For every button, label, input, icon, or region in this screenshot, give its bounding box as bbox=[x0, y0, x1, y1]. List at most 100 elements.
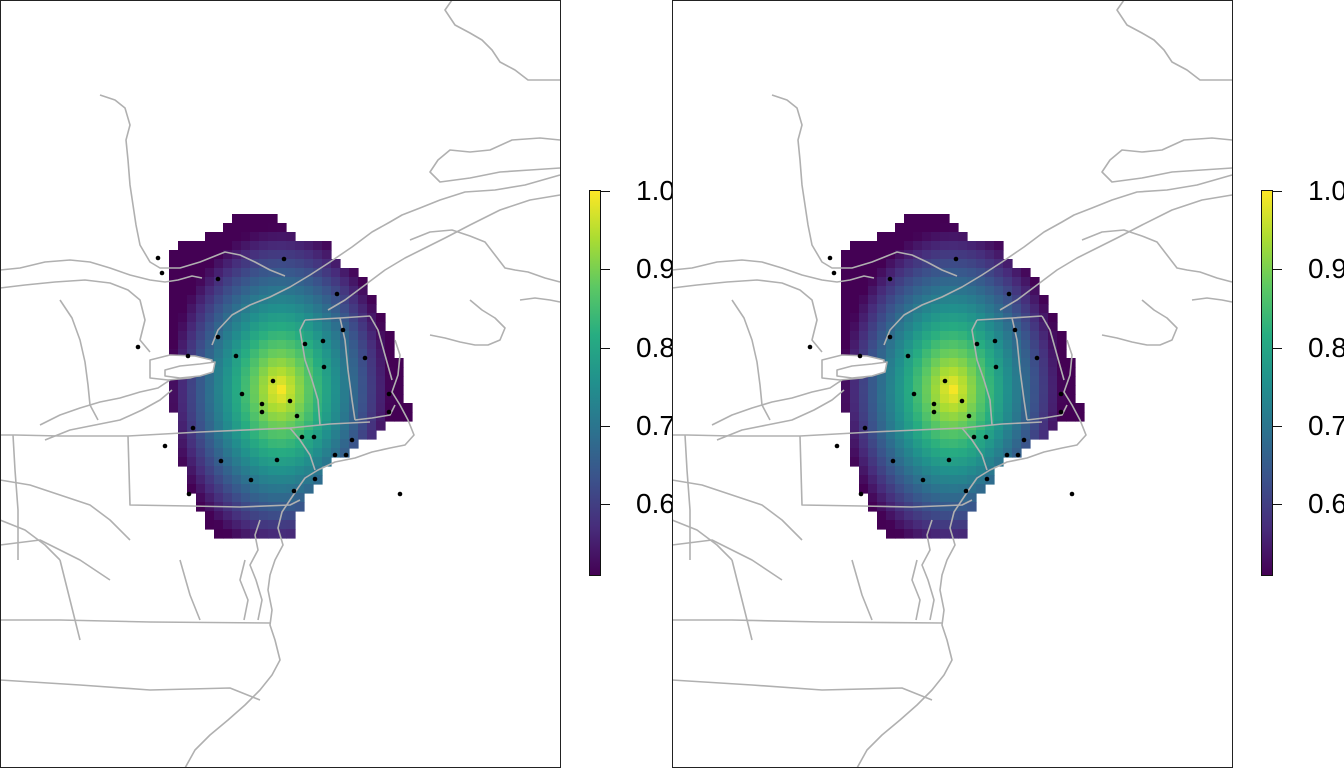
prediction-cell bbox=[286, 259, 296, 269]
prediction-cell bbox=[340, 394, 350, 404]
prediction-cell bbox=[232, 268, 242, 278]
prediction-cell bbox=[214, 349, 224, 359]
prediction-cell bbox=[178, 412, 188, 422]
prediction-cell bbox=[859, 439, 869, 449]
prediction-cell bbox=[949, 493, 959, 503]
prediction-cell bbox=[295, 340, 305, 350]
prediction-cell bbox=[223, 277, 233, 287]
prediction-cell bbox=[268, 214, 278, 224]
colorbar-legend-right: 1.0 0.9 0.8 0.7 0.6 bbox=[1261, 177, 1344, 580]
prediction-cell bbox=[187, 268, 197, 278]
prediction-cell bbox=[886, 412, 896, 422]
prediction-cell bbox=[1003, 277, 1013, 287]
prediction-cell bbox=[241, 493, 251, 503]
prediction-cell bbox=[940, 304, 950, 314]
prediction-cell bbox=[214, 322, 224, 332]
prediction-cell bbox=[232, 421, 242, 431]
site-point bbox=[1058, 391, 1064, 397]
prediction-cell bbox=[877, 232, 887, 242]
prediction-cell bbox=[178, 313, 188, 323]
prediction-cell bbox=[1030, 313, 1040, 323]
prediction-cell bbox=[250, 403, 260, 413]
prediction-cell bbox=[268, 304, 278, 314]
prediction-cell bbox=[259, 313, 269, 323]
prediction-cell bbox=[277, 448, 287, 458]
prediction-cell bbox=[994, 268, 1004, 278]
prediction-cell bbox=[1012, 268, 1022, 278]
prediction-cell bbox=[286, 295, 296, 305]
prediction-cell bbox=[931, 232, 941, 242]
prediction-cell bbox=[976, 466, 986, 476]
prediction-cell bbox=[1012, 448, 1022, 458]
prediction-cell bbox=[904, 466, 914, 476]
prediction-cell bbox=[967, 250, 977, 260]
prediction-cell bbox=[931, 493, 941, 503]
prediction-cell bbox=[169, 295, 179, 305]
prediction-cell bbox=[976, 295, 986, 305]
colorbar-tick-label: 0.6 bbox=[636, 488, 675, 520]
prediction-cell bbox=[259, 241, 269, 251]
prediction-cell bbox=[940, 529, 950, 539]
site-point bbox=[340, 327, 346, 333]
prediction-cell bbox=[886, 529, 896, 539]
boundary-maritimes bbox=[409, 229, 561, 346]
prediction-cell bbox=[367, 304, 377, 314]
boundary-stateBoundaries bbox=[672, 315, 1068, 701]
prediction-cell bbox=[940, 412, 950, 422]
prediction-cell bbox=[241, 295, 251, 305]
prediction-cell bbox=[1048, 367, 1058, 377]
prediction-cell bbox=[241, 340, 251, 350]
prediction-cell bbox=[358, 412, 368, 422]
prediction-cell bbox=[358, 340, 368, 350]
prediction-cell bbox=[277, 475, 287, 485]
prediction-cell bbox=[277, 439, 287, 449]
prediction-cell bbox=[277, 403, 287, 413]
prediction-cell bbox=[931, 394, 941, 404]
prediction-cell bbox=[994, 295, 1004, 305]
prediction-cell bbox=[931, 376, 941, 386]
prediction-cell bbox=[895, 466, 905, 476]
prediction-cell bbox=[940, 520, 950, 530]
prediction-cell bbox=[895, 250, 905, 260]
colorbar-tick bbox=[1272, 504, 1282, 506]
prediction-cell bbox=[259, 511, 269, 521]
boundary-ontario bbox=[836, 361, 888, 379]
prediction-cell bbox=[277, 367, 287, 377]
prediction-cell bbox=[976, 403, 986, 413]
prediction-cell bbox=[895, 439, 905, 449]
prediction-cell bbox=[349, 394, 359, 404]
prediction-cell bbox=[313, 259, 323, 269]
prediction-cell bbox=[940, 268, 950, 278]
prediction-cell bbox=[904, 304, 914, 314]
prediction-cell bbox=[349, 331, 359, 341]
prediction-cell bbox=[358, 394, 368, 404]
prediction-cell bbox=[232, 430, 242, 440]
prediction-cell bbox=[1030, 430, 1040, 440]
prediction-cell bbox=[259, 448, 269, 458]
prediction-cell bbox=[886, 259, 896, 269]
prediction-cell bbox=[985, 322, 995, 332]
prediction-cell bbox=[214, 286, 224, 296]
prediction-cell bbox=[187, 385, 197, 395]
prediction-cell bbox=[994, 421, 1004, 431]
prediction-cell bbox=[241, 223, 251, 233]
prediction-cell bbox=[976, 268, 986, 278]
site-point bbox=[386, 409, 392, 415]
prediction-cell bbox=[976, 322, 986, 332]
prediction-cell bbox=[976, 484, 986, 494]
prediction-cell bbox=[868, 439, 878, 449]
prediction-cell bbox=[322, 421, 332, 431]
prediction-cell bbox=[868, 295, 878, 305]
prediction-cell bbox=[985, 295, 995, 305]
colorbar-tick-label: 0.7 bbox=[636, 410, 675, 442]
prediction-cell bbox=[904, 412, 914, 422]
prediction-cell bbox=[331, 331, 341, 341]
prediction-cell bbox=[949, 322, 959, 332]
prediction-cell bbox=[232, 493, 242, 503]
prediction-cell bbox=[187, 241, 197, 251]
prediction-cell bbox=[205, 322, 215, 332]
prediction-cell bbox=[976, 340, 986, 350]
prediction-cell bbox=[295, 259, 305, 269]
prediction-cell bbox=[205, 313, 215, 323]
prediction-cell bbox=[904, 232, 914, 242]
